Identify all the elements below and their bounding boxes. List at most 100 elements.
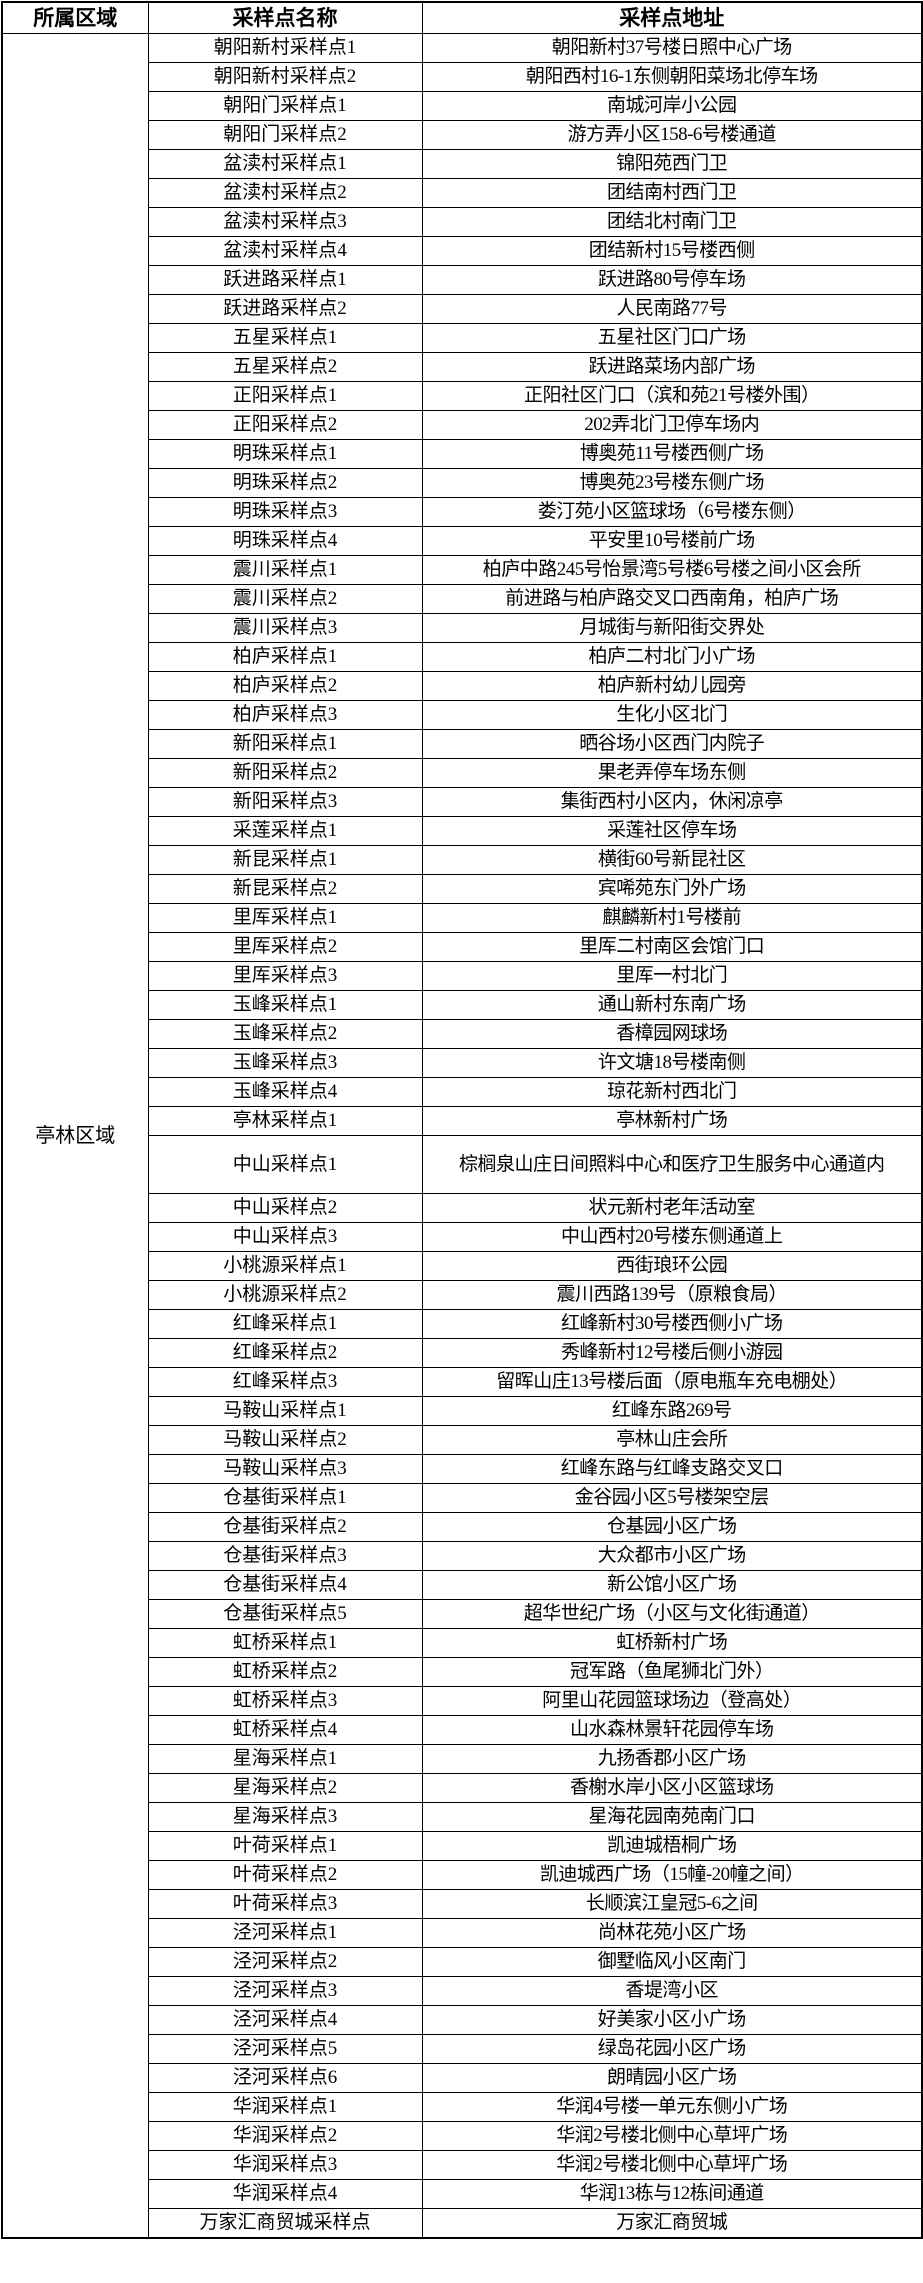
sampling-point-address: 横街60号新昆社区 bbox=[421, 845, 923, 875]
sampling-point-address: 尚林花苑小区广场 bbox=[421, 1918, 923, 1948]
sampling-point-name: 虹桥采样点4 bbox=[147, 1715, 423, 1745]
table-row: 盆渎村采样点4 团结新村15号楼西侧 bbox=[2, 236, 923, 266]
sampling-point-address: 朝阳西村16-1东侧朝阳菜场北停车场 bbox=[421, 62, 923, 92]
table-row: 虹桥采样点3 阿里山花园篮球场边（登高处） bbox=[2, 1686, 923, 1716]
sampling-point-address: 许文塘18号楼南侧 bbox=[421, 1048, 923, 1078]
sampling-point-address: 秀峰新村12号楼后侧小游园 bbox=[421, 1338, 923, 1368]
sampling-point-address: 超华世纪广场（小区与文化街通道） bbox=[421, 1599, 923, 1629]
table-row: 泾河采样点2 御墅临风小区南门 bbox=[2, 1947, 923, 1977]
sampling-point-name: 盆渎村采样点4 bbox=[147, 236, 423, 266]
sampling-point-address: 御墅临风小区南门 bbox=[421, 1947, 923, 1977]
sampling-point-name: 马鞍山采样点2 bbox=[147, 1425, 423, 1455]
sampling-point-address: 团结北村南门卫 bbox=[421, 207, 923, 237]
sampling-point-address: 平安里10号楼前广场 bbox=[421, 526, 923, 556]
sampling-point-name: 红峰采样点2 bbox=[147, 1338, 423, 1368]
sampling-point-address: 柏庐二村北门小广场 bbox=[421, 642, 923, 672]
sampling-point-address: 团结南村西门卫 bbox=[421, 178, 923, 208]
sampling-point-name: 马鞍山采样点1 bbox=[147, 1396, 423, 1426]
table-row: 叶荷采样点3 长顺滨江皇冠5-6之间 bbox=[2, 1889, 923, 1919]
sampling-point-address: 跃进路80号停车场 bbox=[421, 265, 923, 295]
sampling-point-name: 泾河采样点4 bbox=[147, 2005, 423, 2035]
sampling-point-address: 人民南路77号 bbox=[421, 294, 923, 324]
table-row: 马鞍山采样点3 红峰东路与红峰支路交叉口 bbox=[2, 1454, 923, 1484]
sampling-point-address: 南城河岸小公园 bbox=[421, 91, 923, 121]
sampling-point-address: 前进路与柏庐路交叉口西南角，柏庐广场 bbox=[421, 584, 923, 614]
sampling-point-address: 游方弄小区158-6号楼通道 bbox=[421, 120, 923, 150]
sampling-point-address: 香榭水岸小区小区篮球场 bbox=[421, 1773, 923, 1803]
table-row: 华润采样点4 华润13栋与12栋间通道 bbox=[2, 2179, 923, 2209]
table-row: 泾河采样点6 朗晴园小区广场 bbox=[2, 2063, 923, 2093]
sampling-point-name: 新阳采样点2 bbox=[147, 758, 423, 788]
sampling-point-name: 华润采样点4 bbox=[147, 2179, 423, 2209]
table-row: 正阳采样点2 202弄北门卫停车场内 bbox=[2, 410, 923, 440]
sampling-point-address: 生化小区北门 bbox=[421, 700, 923, 730]
table-row: 虹桥采样点1 虹桥新村广场 bbox=[2, 1628, 923, 1658]
sampling-point-address: 九扬香郡小区广场 bbox=[421, 1744, 923, 1774]
sampling-point-name: 星海采样点2 bbox=[147, 1773, 423, 1803]
region-cell: 亭林区域 bbox=[1, 33, 149, 2239]
sampling-point-address: 状元新村老年活动室 bbox=[421, 1193, 923, 1223]
table-row: 马鞍山采样点2 亭林山庄会所 bbox=[2, 1425, 923, 1455]
sampling-point-address: 里厍一村北门 bbox=[421, 961, 923, 991]
sampling-point-name: 明珠采样点2 bbox=[147, 468, 423, 498]
sampling-point-name: 亭林采样点1 bbox=[147, 1106, 423, 1136]
table-row: 仓基街采样点2 仓基园小区广场 bbox=[2, 1512, 923, 1542]
table-row: 星海采样点2 香榭水岸小区小区篮球场 bbox=[2, 1773, 923, 1803]
table-row: 虹桥采样点2 冠军路（鱼尾狮北门外） bbox=[2, 1657, 923, 1687]
table-row: 仓基街采样点4 新公馆小区广场 bbox=[2, 1570, 923, 1600]
table-row: 明珠采样点2 博奥苑23号楼东侧广场 bbox=[2, 468, 923, 498]
sampling-point-address: 红峰新村30号楼西侧小广场 bbox=[421, 1309, 923, 1339]
sampling-point-name: 星海采样点3 bbox=[147, 1802, 423, 1832]
sampling-point-name: 玉峰采样点2 bbox=[147, 1019, 423, 1049]
table-row: 正阳采样点1 正阳社区门口（滨和苑21号楼外围） bbox=[2, 381, 923, 411]
sampling-point-name: 新昆采样点2 bbox=[147, 874, 423, 904]
sampling-point-name: 五星采样点2 bbox=[147, 352, 423, 382]
sampling-point-address: 柏庐新村幼儿园旁 bbox=[421, 671, 923, 701]
table-row: 震川采样点3 月城街与新阳街交界处 bbox=[2, 613, 923, 643]
sampling-point-address: 团结新村15号楼西侧 bbox=[421, 236, 923, 266]
sampling-point-name: 震川采样点2 bbox=[147, 584, 423, 614]
table-row: 里厍采样点3 里厍一村北门 bbox=[2, 961, 923, 991]
sampling-point-address: 麒麟新村1号楼前 bbox=[421, 903, 923, 933]
sampling-point-name: 里厍采样点2 bbox=[147, 932, 423, 962]
sampling-point-name: 虹桥采样点3 bbox=[147, 1686, 423, 1716]
table-row: 朝阳新村采样点2 朝阳西村16-1东侧朝阳菜场北停车场 bbox=[2, 62, 923, 92]
sampling-point-name: 玉峰采样点4 bbox=[147, 1077, 423, 1107]
sampling-point-name: 跃进路采样点2 bbox=[147, 294, 423, 324]
sampling-point-name: 中山采样点3 bbox=[147, 1222, 423, 1252]
table-row: 明珠采样点3 娄汀苑小区篮球场（6号楼东侧） bbox=[2, 497, 923, 527]
table-row: 朝阳门采样点1 南城河岸小公园 bbox=[2, 91, 923, 121]
table-row: 仓基街采样点1 金谷园小区5号楼架空层 bbox=[2, 1483, 923, 1513]
sampling-point-name: 叶荷采样点3 bbox=[147, 1889, 423, 1919]
table-row: 五星采样点1 五星社区门口广场 bbox=[2, 323, 923, 353]
sampling-point-name: 玉峰采样点3 bbox=[147, 1048, 423, 1078]
table-row: 柏庐采样点3 生化小区北门 bbox=[2, 700, 923, 730]
table-row: 明珠采样点1 博奥苑11号楼西侧广场 bbox=[2, 439, 923, 469]
table-row: 仓基街采样点5 超华世纪广场（小区与文化街通道） bbox=[2, 1599, 923, 1629]
sampling-point-address: 娄汀苑小区篮球场（6号楼东侧） bbox=[421, 497, 923, 527]
sampling-point-address: 里厍二村南区会馆门口 bbox=[421, 932, 923, 962]
sampling-point-address: 朝阳新村37号楼日照中心广场 bbox=[421, 33, 923, 63]
sampling-point-name: 中山采样点1 bbox=[147, 1135, 423, 1194]
table-row: 玉峰采样点3 许文塘18号楼南侧 bbox=[2, 1048, 923, 1078]
sampling-point-name: 朝阳门采样点1 bbox=[147, 91, 423, 121]
table-row: 泾河采样点3 香堤湾小区 bbox=[2, 1976, 923, 2006]
table-row: 盆渎村采样点1 锦阳苑西门卫 bbox=[2, 149, 923, 179]
header-row: 所属区域 采样点名称 采样点地址 bbox=[1, 1, 923, 34]
sampling-point-address: 正阳社区门口（滨和苑21号楼外围） bbox=[421, 381, 923, 411]
sampling-point-name: 泾河采样点2 bbox=[147, 1947, 423, 1977]
sampling-point-address: 香堤湾小区 bbox=[421, 1976, 923, 2006]
sampling-point-address: 冠军路（鱼尾狮北门外） bbox=[421, 1657, 923, 1687]
table-row: 新阳采样点1 晒谷场小区西门内院子 bbox=[2, 729, 923, 759]
sampling-point-name: 跃进路采样点1 bbox=[147, 265, 423, 295]
header-region: 所属区域 bbox=[1, 1, 149, 34]
table-row: 柏庐采样点2 柏庐新村幼儿园旁 bbox=[2, 671, 923, 701]
sampling-point-address: 晒谷场小区西门内院子 bbox=[421, 729, 923, 759]
sampling-points-table: 所属区域 采样点名称 采样点地址 亭林区域 朝阳新村采样点1 朝阳新村37号楼日照中… bbox=[1, 1, 923, 2239]
sampling-point-name: 震川采样点1 bbox=[147, 555, 423, 585]
sampling-point-address: 跃进路菜场内部广场 bbox=[421, 352, 923, 382]
sampling-point-address: 通山新村东南广场 bbox=[421, 990, 923, 1020]
sampling-point-address: 红峰东路269号 bbox=[421, 1396, 923, 1426]
sampling-point-name: 虹桥采样点1 bbox=[147, 1628, 423, 1658]
table-row: 跃进路采样点1 跃进路80号停车场 bbox=[2, 265, 923, 295]
